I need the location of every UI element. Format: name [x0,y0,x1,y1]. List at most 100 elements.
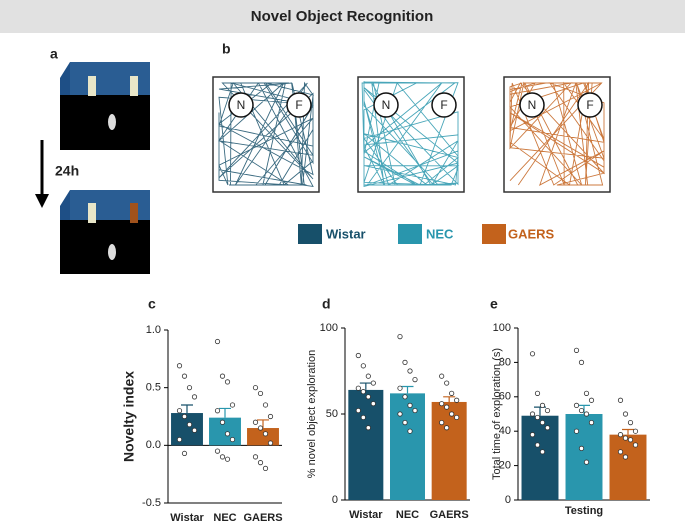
bar [609,434,647,500]
panel-letter: e [490,296,498,312]
y-tick-label: 40 [499,425,511,437]
x-tick-label: NEC [396,509,419,521]
data-point [360,363,366,369]
data-point [360,389,366,395]
bar [348,389,384,500]
data-point [257,390,264,397]
panel-letter: c [148,296,156,312]
trajectory [509,81,606,186]
data-point [583,411,590,417]
data-point [617,432,624,438]
y-tick-label: -0.5 [142,497,161,509]
panel-letter: b [222,41,231,57]
data-point [252,454,259,460]
data-point [252,419,259,425]
object-label: N [528,98,537,112]
data-point [588,397,595,403]
data-point [407,428,413,434]
data-point [444,425,450,431]
data-point [632,442,639,448]
data-point [632,428,639,434]
object-circle [519,92,545,118]
data-point [397,411,403,417]
y-axis-label: Total time of exploration (s) [491,348,503,480]
data-point [412,376,418,383]
data-point [407,402,413,408]
data-point [267,413,274,420]
bar [521,415,559,500]
error-bar [181,404,193,414]
legend-swatch [482,224,506,244]
data-point [578,359,585,365]
y-tick-label: 0.0 [146,439,161,451]
data-point [617,449,624,455]
data-point [583,459,590,465]
error-bar [534,406,546,416]
data-point [622,411,629,417]
data-point [214,448,221,454]
y-tick-label: 0 [332,494,338,506]
data-point [181,373,188,379]
data-point [262,402,269,408]
y-tick-label: 20 [499,460,511,472]
data-point [181,413,188,420]
data-point [229,402,236,408]
data-point [583,390,590,396]
data-point [176,436,183,443]
object-circle [286,92,312,118]
bar [565,414,603,500]
data-point [402,394,408,400]
y-tick-label: 100 [320,322,338,334]
data-point [529,351,536,357]
data-point [365,425,371,431]
data-point [439,401,445,407]
error-bar [359,382,372,390]
y-tick-label: 80 [499,356,511,368]
data-point [534,442,541,448]
data-point [191,394,198,400]
data-point [573,428,580,434]
object-label: N [382,98,391,112]
panel-letter: d [322,296,331,312]
data-point [181,450,188,457]
data-point [539,402,546,408]
data-point [544,407,551,414]
object-label: F [440,98,447,112]
data-point [365,394,371,400]
data-point [355,385,361,391]
data-point [397,385,403,391]
y-axis-label: % novel object exploration [306,350,318,478]
data-point [449,390,455,396]
y-tick-label: 60 [499,391,511,403]
object-circle [373,92,399,118]
data-point [529,432,536,438]
data-point [578,445,585,451]
error-bar [578,404,590,414]
data-point [370,401,376,407]
data-point [534,414,541,421]
y-tick-label: 1.0 [146,324,161,336]
data-point [267,440,274,446]
data-point [402,359,408,365]
data-point [224,456,231,462]
data-point [539,419,546,426]
data-point [627,437,634,443]
data-point [257,460,264,466]
bar [171,413,203,446]
data-point [214,408,221,414]
error-bar [622,428,634,435]
data-point [534,390,541,396]
data-point [397,333,403,340]
data-point [573,347,580,353]
object-circle [431,92,457,118]
error-bar [257,419,269,429]
data-point [219,454,226,460]
legend-label: GAERS [508,226,555,241]
data-point [439,373,445,379]
data-point [454,414,460,421]
data-point [544,425,551,431]
data-point [573,402,580,408]
data-point [219,373,226,379]
bar [390,393,425,500]
